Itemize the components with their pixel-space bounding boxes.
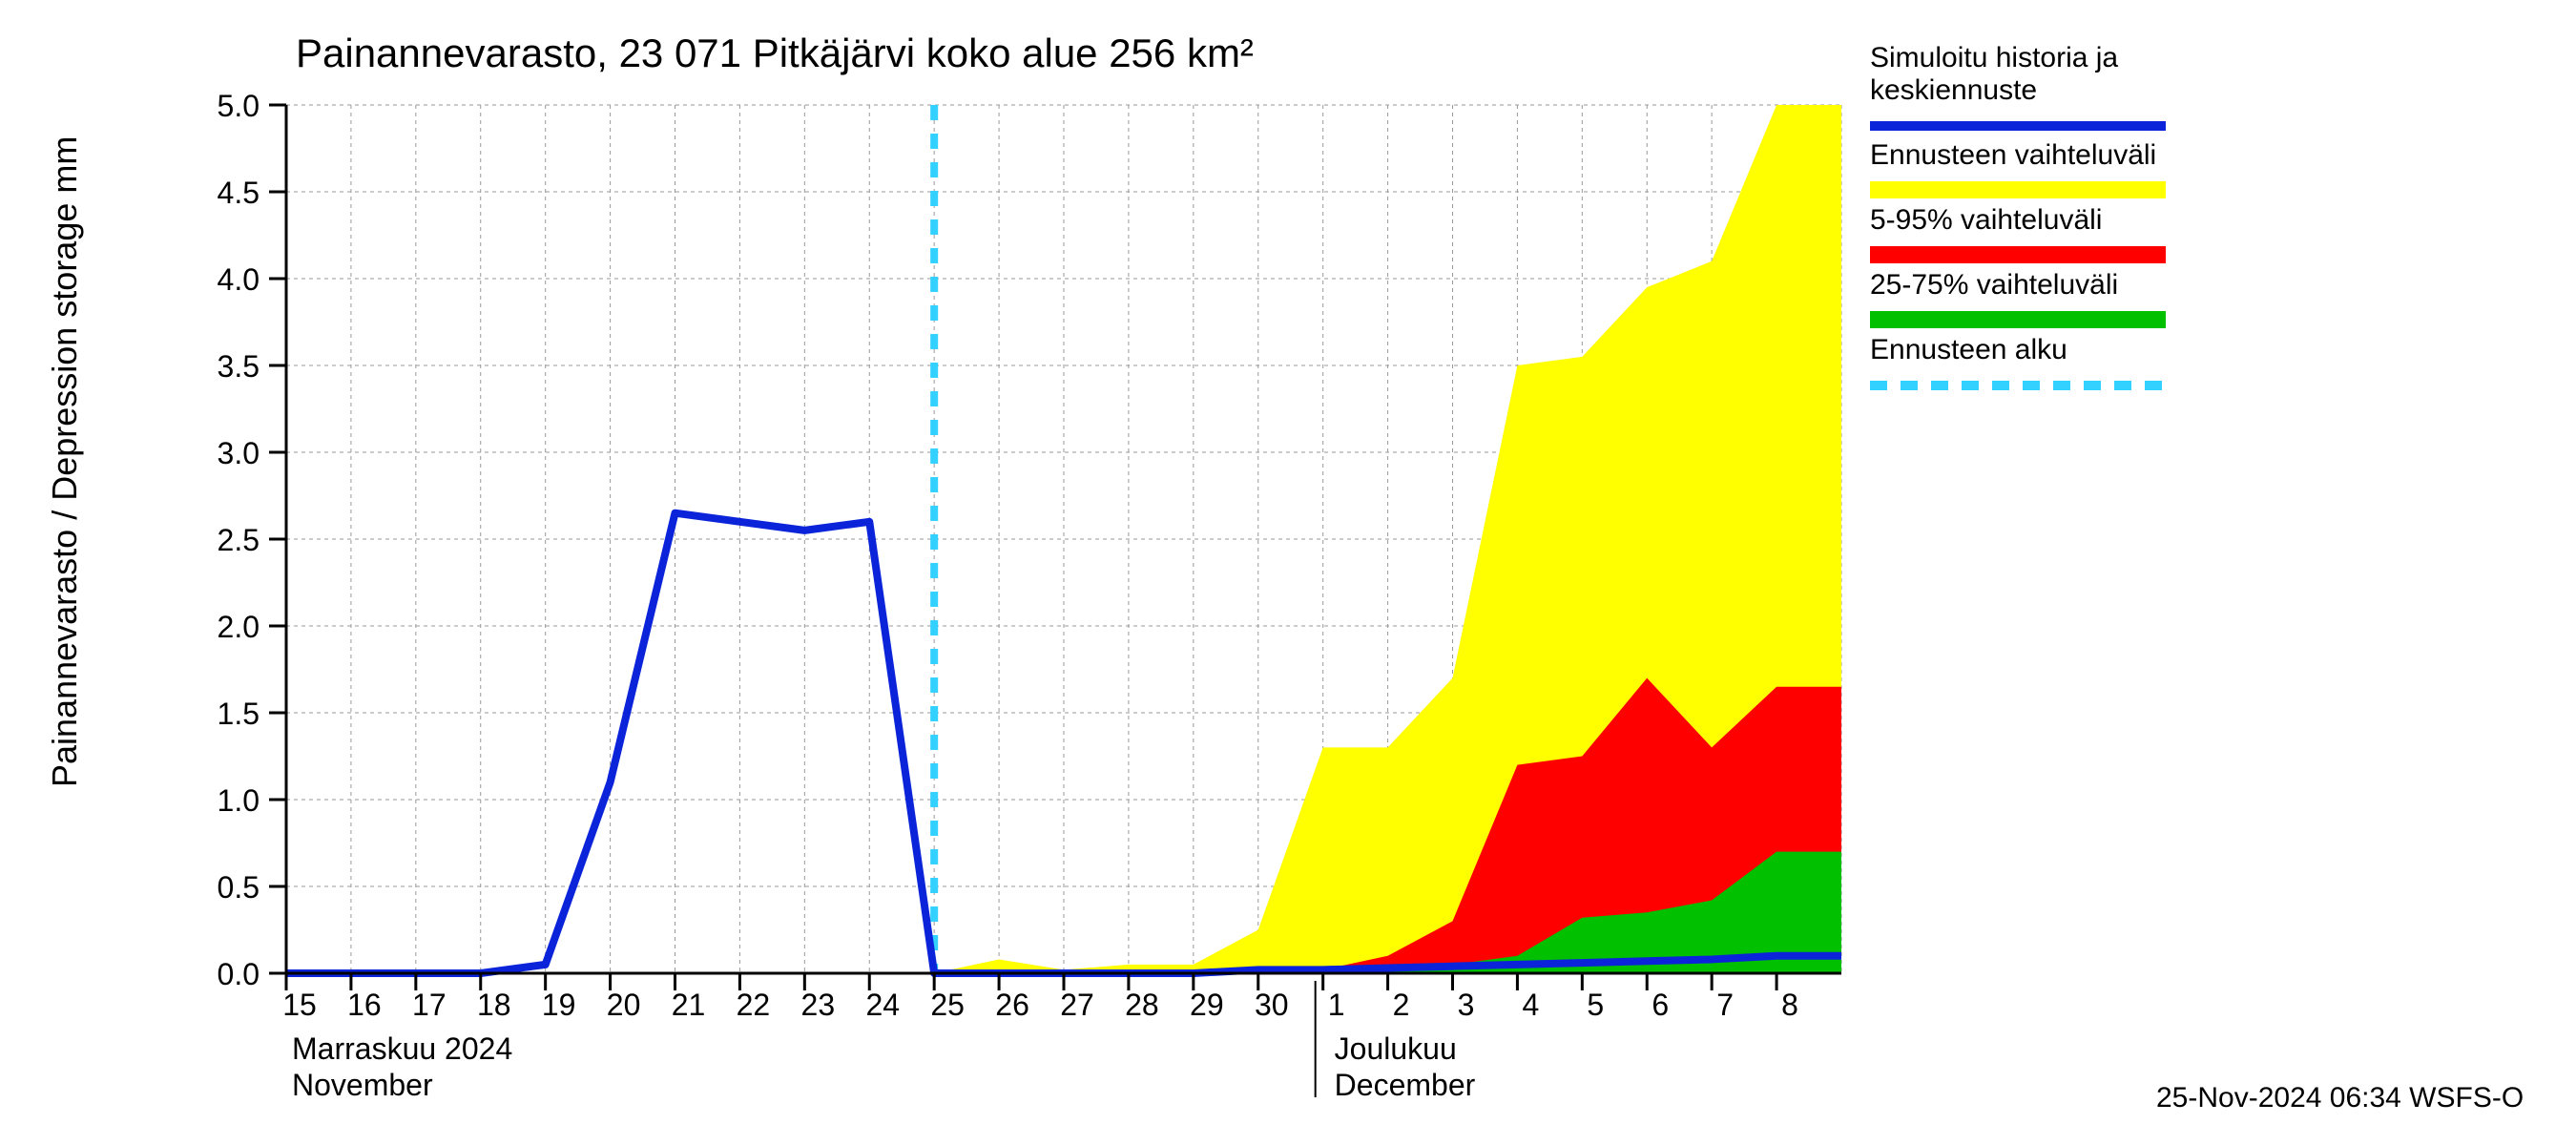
y-tick-label: 3.0 [218,436,260,470]
month-label-right: Joulukuu [1335,1031,1457,1066]
x-tick-label: 25 [930,988,965,1022]
month-label-left: Marraskuu 2024 [292,1031,512,1066]
chart-container: 0.00.51.01.52.02.53.03.54.04.55.01516171… [0,0,2576,1145]
y-tick-label: 2.0 [218,610,260,644]
x-tick-label: 4 [1523,988,1540,1022]
y-tick-label: 0.0 [218,957,260,991]
legend-label: Simuloitu historia ja [1870,42,2118,73]
y-tick-label: 0.5 [218,870,260,905]
y-tick-label: 1.5 [218,697,260,731]
y-tick-label: 5.0 [218,89,260,123]
x-tick-label: 18 [477,988,511,1022]
legend-label: 5-95% vaihteluväli [1870,204,2102,236]
x-tick-label: 16 [347,988,382,1022]
y-axis-title: Painannevarasto / Depression storage mm [45,136,84,787]
x-tick-label: 5 [1587,988,1604,1022]
y-tick-label: 3.5 [218,349,260,384]
x-tick-label: 21 [672,988,706,1022]
x-tick-label: 1 [1328,988,1345,1022]
x-tick-label: 3 [1458,988,1475,1022]
x-tick-label: 17 [412,988,447,1022]
legend-label: Ennusteen alku [1870,334,2067,365]
x-tick-label: 20 [607,988,641,1022]
x-tick-label: 24 [865,988,900,1022]
x-tick-label: 26 [995,988,1029,1022]
month-label-left: November [292,1068,433,1102]
depression-storage-chart: 0.00.51.01.52.02.53.03.54.04.55.01516171… [0,0,2576,1145]
x-tick-label: 6 [1652,988,1669,1022]
y-tick-label: 4.0 [218,262,260,297]
x-tick-label: 8 [1781,988,1798,1022]
x-tick-label: 2 [1393,988,1410,1022]
legend-swatch [1870,311,2166,328]
y-tick-label: 4.5 [218,176,260,210]
y-tick-label: 2.5 [218,523,260,557]
legend-label: Ennusteen vaihteluväli [1870,139,2156,171]
legend-label: keskiennuste [1870,74,2037,106]
footer-timestamp: 25-Nov-2024 06:34 WSFS-O [2156,1082,2524,1114]
x-tick-label: 19 [542,988,576,1022]
x-tick-label: 27 [1060,988,1094,1022]
x-tick-label: 7 [1716,988,1734,1022]
month-label-right: December [1335,1068,1476,1102]
legend-swatch [1870,246,2166,263]
chart-title: Painannevarasto, 23 071 Pitkäjärvi koko … [296,31,1254,75]
y-tick-label: 1.0 [218,783,260,818]
legend-swatch [1870,181,2166,198]
x-tick-label: 28 [1125,988,1159,1022]
x-tick-label: 29 [1190,988,1224,1022]
x-tick-label: 23 [801,988,836,1022]
x-tick-label: 22 [737,988,771,1022]
legend-label: 25-75% vaihteluväli [1870,269,2118,301]
x-tick-label: 15 [282,988,317,1022]
x-tick-label: 30 [1255,988,1289,1022]
